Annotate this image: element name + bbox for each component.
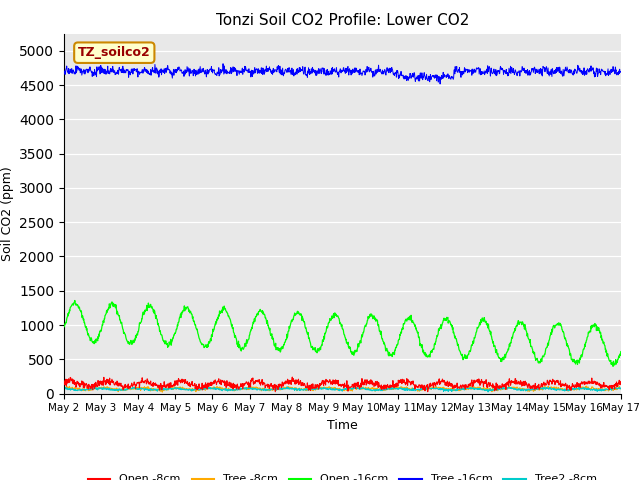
Y-axis label: Soil CO2 (ppm): Soil CO2 (ppm): [1, 166, 13, 261]
Text: TZ_soilco2: TZ_soilco2: [78, 46, 150, 59]
X-axis label: Time: Time: [327, 419, 358, 432]
Title: Tonzi Soil CO2 Profile: Lower CO2: Tonzi Soil CO2 Profile: Lower CO2: [216, 13, 469, 28]
Legend: Open -8cm, Tree -8cm, Open -16cm, Tree -16cm, Tree2 -8cm: Open -8cm, Tree -8cm, Open -16cm, Tree -…: [84, 470, 601, 480]
